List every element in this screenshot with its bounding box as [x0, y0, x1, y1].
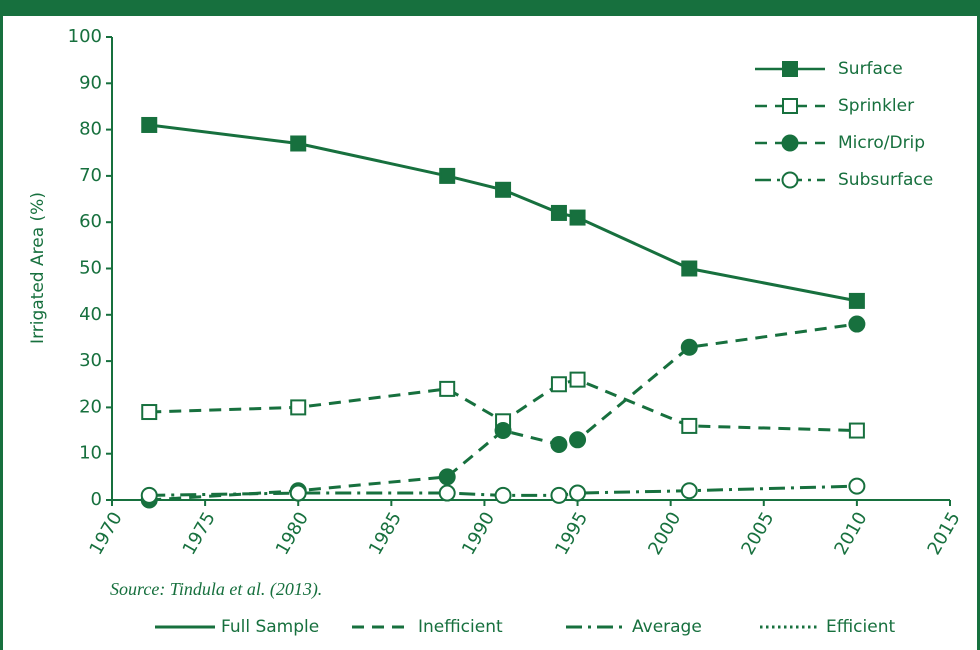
x-tick-label: 2000: [644, 509, 685, 559]
marker: [681, 417, 698, 434]
marker: [550, 486, 568, 504]
x-tick-label: 1985: [365, 509, 406, 559]
marker: [439, 380, 456, 397]
marker: [438, 484, 456, 502]
marker: [569, 484, 587, 502]
marker: [494, 422, 512, 440]
style-legend-label: Inefficient: [418, 617, 503, 637]
legend-label: Sprinkler: [838, 96, 914, 116]
marker: [569, 431, 587, 449]
marker: [848, 422, 865, 439]
marker: [782, 61, 798, 77]
legend-label: Micro/Drip: [838, 133, 925, 153]
y-tick-label: 20: [79, 396, 102, 417]
marker: [848, 315, 866, 333]
marker: [439, 167, 456, 184]
marker: [140, 486, 158, 504]
y-axis-label: Irrigated Area (%): [28, 192, 48, 344]
marker: [848, 477, 866, 495]
x-tick-label: 2010: [830, 509, 871, 559]
marker: [781, 134, 799, 152]
x-tick-label: 1970: [86, 509, 127, 559]
marker: [680, 482, 698, 500]
x-tick-label: 2015: [924, 509, 965, 559]
marker: [681, 260, 698, 277]
legend-label: Subsurface: [838, 170, 933, 190]
x-tick-label: 1975: [179, 509, 220, 559]
marker: [495, 181, 512, 198]
x-tick-label: 1990: [458, 509, 499, 559]
marker: [289, 484, 307, 502]
marker: [141, 404, 158, 421]
style-legend-label: Average: [632, 617, 702, 637]
y-tick-label: 50: [79, 258, 102, 279]
marker: [848, 292, 865, 309]
marker: [782, 98, 798, 114]
x-tick-label: 1995: [551, 509, 592, 559]
series-line: [149, 484, 857, 497]
series-line: [149, 378, 857, 433]
marker: [781, 171, 799, 189]
source: Source: Tindula et al. (2013).: [110, 579, 322, 600]
marker: [290, 399, 307, 416]
y-tick-label: 60: [79, 211, 102, 232]
marker: [494, 486, 512, 504]
marker: [569, 371, 586, 388]
title-bar: [0, 0, 980, 16]
y-tick-label: 70: [79, 165, 102, 186]
y-tick-label: 90: [79, 72, 102, 93]
marker: [438, 468, 456, 486]
marker: [141, 116, 158, 133]
marker: [550, 376, 567, 393]
marker: [550, 435, 568, 453]
series-line: [149, 123, 858, 303]
style-legend-label: Efficient: [826, 617, 895, 637]
y-tick-label: 80: [79, 119, 102, 140]
series-line: [149, 322, 858, 502]
marker: [550, 204, 567, 221]
marker: [290, 135, 307, 152]
y-tick-label: 30: [79, 350, 102, 371]
marker: [680, 338, 698, 356]
legend-label: Surface: [838, 59, 903, 79]
y-tick-label: 0: [91, 489, 102, 510]
marker: [569, 209, 586, 226]
y-tick-label: 100: [68, 26, 102, 47]
x-tick-label: 1980: [272, 509, 313, 559]
style-legend-label: Full Sample: [221, 617, 319, 637]
x-tick-label: 2005: [737, 509, 778, 559]
y-tick-label: 10: [79, 443, 102, 464]
y-tick-label: 40: [79, 304, 102, 325]
